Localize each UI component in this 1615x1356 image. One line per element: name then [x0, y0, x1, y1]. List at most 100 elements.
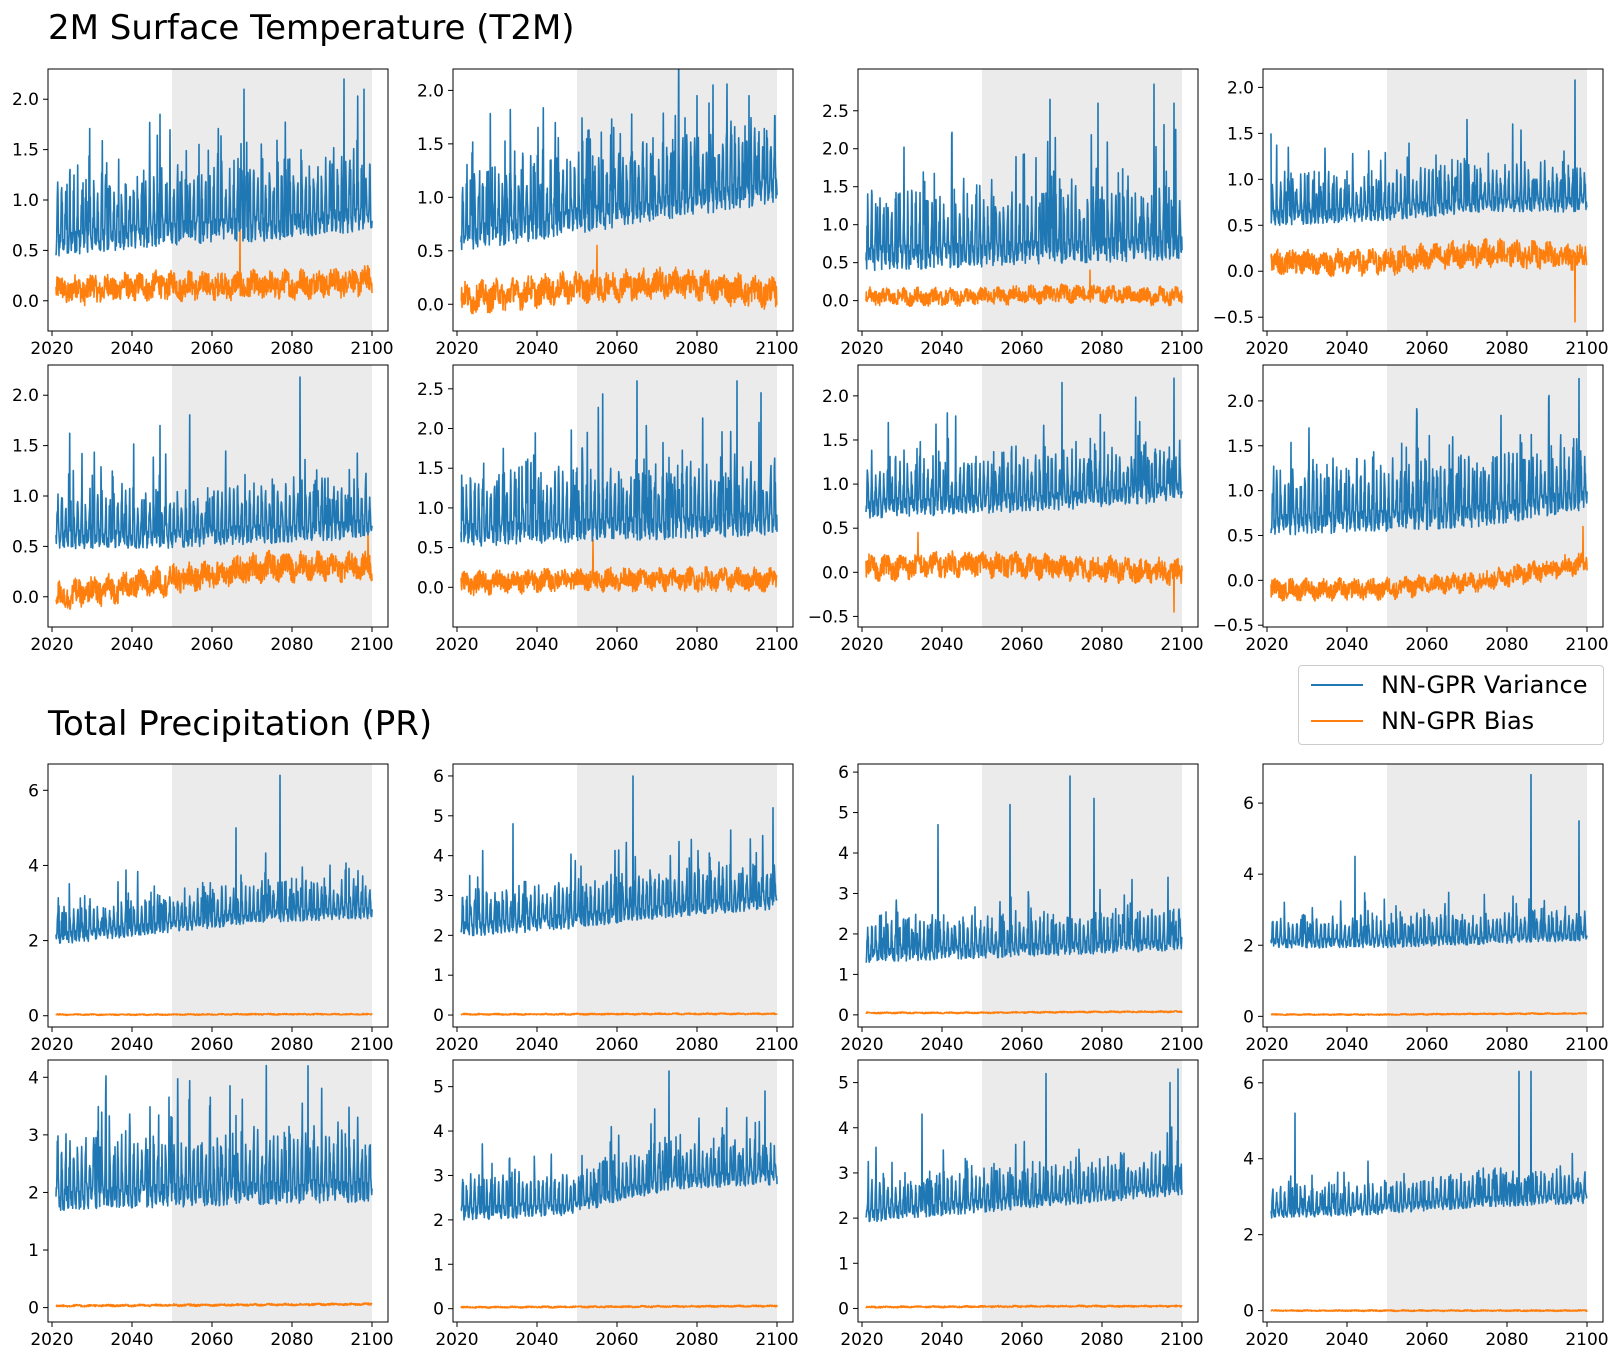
y-tick-label: 3	[838, 884, 849, 904]
x-tick-label: 2080	[270, 1035, 313, 1055]
axes-frame	[452, 364, 794, 628]
y-tick-label: 5	[838, 1074, 849, 1094]
x-tick-label: 2080	[675, 1330, 718, 1350]
y-tick-label: 0	[838, 1299, 849, 1319]
variance-line	[1270, 1070, 1588, 1219]
shaded-period	[982, 764, 1182, 1027]
x-tick-label: 2100	[1565, 339, 1608, 359]
x-tick-label: 2040	[110, 635, 153, 655]
x-tick-label: 2020	[30, 1330, 73, 1350]
section-title-pr: Total Precipitation (PR)	[48, 704, 433, 744]
y-tick-label: 4	[28, 856, 39, 876]
panel-t2m-3: 2020 2040 2060 2080 2100 0.0 0.5 1.0 1.5 2.0 2.5	[822, 68, 1204, 359]
shaded-period	[1387, 764, 1587, 1027]
x-tick-label: 2100	[1160, 339, 1203, 359]
variance-line	[55, 78, 373, 257]
x-tick-label: 2080	[270, 635, 313, 655]
axes-frame	[1262, 763, 1604, 1028]
x-tick-label: 2100	[1160, 1035, 1203, 1055]
y-tick-label: 2.0	[12, 386, 39, 406]
x-tick-label: 2080	[1485, 1035, 1528, 1055]
legend-bias-label: NN-GPR Bias	[1381, 707, 1535, 735]
axes-frame	[47, 1059, 389, 1323]
section-title-t2m: 2M Surface Temperature (T2M)	[48, 8, 575, 48]
y-tick-label: 6	[1243, 1074, 1254, 1094]
axes-frame	[1262, 1059, 1604, 1323]
y-tick-label: 5	[838, 804, 849, 824]
y-tick-label: 2.0	[822, 387, 849, 407]
x-tick-label: 2060	[1405, 1035, 1448, 1055]
y-tick-label: 0.5	[1227, 526, 1254, 546]
y-tick-label: 1	[433, 1255, 444, 1275]
legend-variance-label: NN-GPR Variance	[1381, 671, 1588, 699]
x-tick-label: 2100	[1565, 1330, 1608, 1350]
panel-t2m-8: 2020 2040 2060 2080 2100 −0.5 0.0 0.5 1.0 1.5 2.0	[1213, 364, 1609, 655]
y-tick-label: 2	[433, 1211, 444, 1231]
x-tick-label: 2040	[1325, 1035, 1368, 1055]
axes-frame	[1262, 364, 1604, 628]
y-tick-label: 2.0	[12, 90, 39, 110]
axes-frame	[47, 763, 389, 1028]
y-tick-label: 2.0	[1227, 78, 1254, 98]
bias-line	[865, 531, 1183, 613]
axes-frame	[857, 68, 1199, 332]
x-tick-label: 2100	[350, 339, 393, 359]
x-tick-label: 2040	[110, 1330, 153, 1350]
y-tick-label: 2	[28, 1183, 39, 1203]
y-tick-label: 1.5	[822, 431, 849, 451]
y-tick-label: 3	[433, 1166, 444, 1186]
x-tick-label: 2020	[435, 1035, 478, 1055]
legend: NN-GPR Variance NN-GPR Bias	[1298, 665, 1604, 745]
y-tick-label: 0.0	[417, 295, 444, 315]
x-tick-label: 2060	[1405, 339, 1448, 359]
variance-line	[460, 69, 778, 251]
y-tick-label: 6	[28, 781, 39, 801]
x-tick-label: 2060	[595, 635, 638, 655]
variance-line	[55, 1064, 373, 1211]
y-tick-label: 0.5	[1227, 216, 1254, 236]
x-tick-label: 2040	[1325, 1330, 1368, 1350]
x-tick-label: 2040	[515, 635, 558, 655]
y-tick-label: 2	[1243, 936, 1254, 956]
x-tick-label: 2060	[1405, 1330, 1448, 1350]
y-tick-label: 4	[1243, 865, 1254, 885]
y-tick-label: 0.5	[12, 241, 39, 261]
y-tick-label: 0	[28, 1299, 39, 1319]
x-tick-label: 2040	[515, 1035, 558, 1055]
x-tick-label: 2080	[1080, 339, 1123, 359]
x-tick-label: 2020	[840, 1035, 883, 1055]
bias-line	[1270, 525, 1588, 602]
y-tick-label: 2.5	[417, 380, 444, 400]
x-tick-label: 2060	[190, 339, 233, 359]
bias-line	[1270, 237, 1588, 323]
variance-line	[1270, 773, 1588, 949]
y-tick-label: 0.0	[822, 292, 849, 312]
x-tick-label: 2020	[840, 635, 883, 655]
x-tick-label: 2100	[350, 635, 393, 655]
axes-frame	[452, 1059, 794, 1323]
x-tick-label: 2060	[595, 1330, 638, 1350]
bias-line	[460, 1012, 778, 1016]
y-tick-label: 3	[433, 887, 444, 907]
variance-line	[865, 1068, 1183, 1223]
x-tick-label: 2040	[920, 635, 963, 655]
y-tick-label: −0.5	[1213, 308, 1254, 328]
panel-pr-4: 2020 2040 2060 2080 2100 0 2 4 6	[1243, 763, 1609, 1055]
y-tick-label: 2	[838, 925, 849, 945]
x-tick-label: 2100	[1565, 1035, 1608, 1055]
y-tick-label: 6	[1243, 794, 1254, 814]
y-tick-label: 1.0	[12, 191, 39, 211]
axes-frame	[857, 364, 1199, 628]
x-tick-label: 2040	[1325, 339, 1368, 359]
x-tick-label: 2100	[755, 635, 798, 655]
variance-line	[865, 377, 1183, 519]
y-tick-label: 0.5	[822, 519, 849, 539]
bias-line	[1270, 1012, 1588, 1017]
axes-frame	[857, 1059, 1199, 1323]
y-tick-label: 4	[28, 1068, 39, 1088]
legend-entry-bias: NN-GPR Bias	[1311, 706, 1534, 736]
y-tick-label: −0.5	[1213, 616, 1254, 636]
panel-t2m-2: 2020 2040 2060 2080 2100 0.0 0.5 1.0 1.5 2.0	[417, 68, 799, 359]
x-tick-label: 2040	[920, 339, 963, 359]
